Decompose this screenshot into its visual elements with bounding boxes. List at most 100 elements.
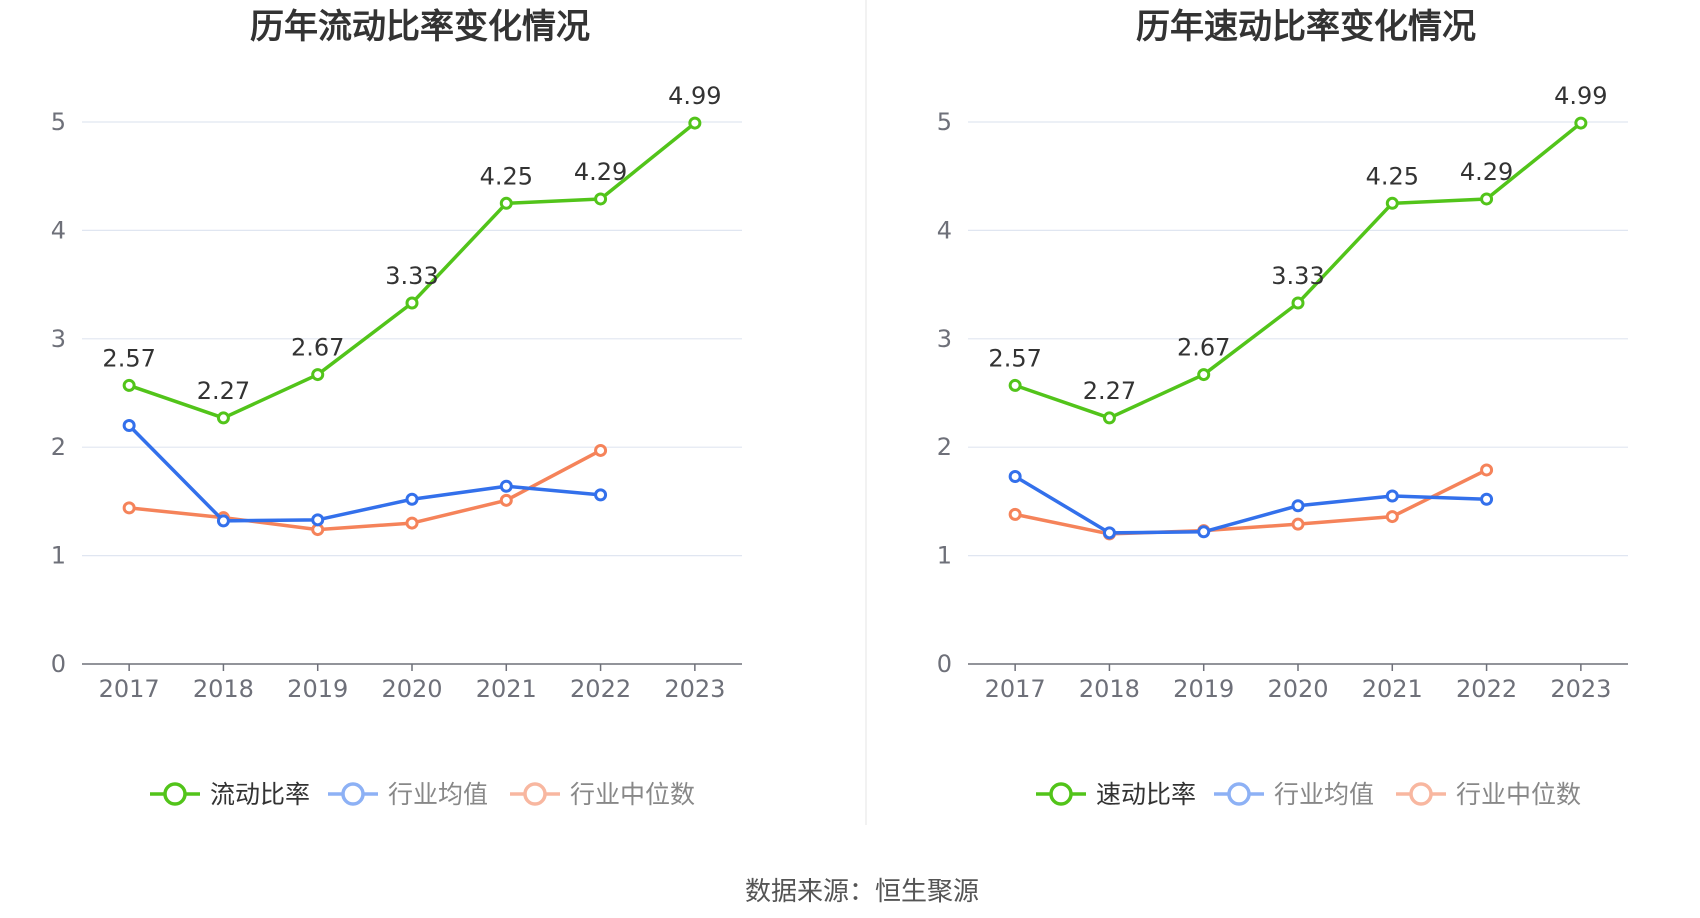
data-point-industry-median[interactable] xyxy=(405,516,419,530)
x-tick-label: 2021 xyxy=(476,675,537,703)
data-label: 4.25 xyxy=(480,162,533,190)
x-tick-label: 2017 xyxy=(99,675,160,703)
y-tick-label: 2 xyxy=(937,433,952,461)
legend-marker xyxy=(1227,782,1251,806)
data-point-industry-avg[interactable] xyxy=(1291,499,1305,513)
x-tick-label: 2023 xyxy=(1550,675,1611,703)
current-ratio-chart: 历年流动比率变化情况 0 1 2 3 4 5 2017 2018 2019 2020 2021 2022… xyxy=(51,7,742,809)
legend-label: 行业中位数 xyxy=(1456,780,1581,809)
data-point-industry-median[interactable] xyxy=(1385,510,1399,524)
legend-item-industry-avg[interactable]: 行业均值 xyxy=(328,780,488,809)
legend-marker xyxy=(163,782,187,806)
y-tick-label: 3 xyxy=(51,325,66,353)
x-tick-label: 2020 xyxy=(381,675,442,703)
data-point-industry-median[interactable] xyxy=(499,493,513,507)
y-tick-label: 0 xyxy=(51,650,66,678)
x-tick-label: 2019 xyxy=(1173,675,1234,703)
y-tick-label: 4 xyxy=(51,216,66,244)
data-point-industry-avg[interactable] xyxy=(1385,489,1399,503)
y-tick-label: 1 xyxy=(51,542,66,570)
data-label: 4.99 xyxy=(668,82,721,110)
legend-label: 速动比率 xyxy=(1096,780,1196,809)
data-point-main[interactable] xyxy=(1291,296,1305,310)
legend-item-industry-median[interactable]: 行业中位数 xyxy=(510,780,695,809)
data-point-main[interactable] xyxy=(1102,411,1116,425)
data-source-label: 数据来源：恒生聚源 xyxy=(745,877,979,907)
y-tick-label: 3 xyxy=(937,325,952,353)
legend-label: 行业均值 xyxy=(388,780,488,809)
data-label: 2.67 xyxy=(291,334,344,362)
data-label: 2.57 xyxy=(102,344,155,372)
data-label: 2.27 xyxy=(197,377,250,405)
data-label: 2.27 xyxy=(1083,377,1136,405)
legend-item-main[interactable]: 流动比率 xyxy=(150,780,310,809)
legend-marker xyxy=(1049,782,1073,806)
data-point-industry-avg[interactable] xyxy=(594,488,608,502)
y-tick-label: 5 xyxy=(51,108,66,136)
data-point-main[interactable] xyxy=(405,296,419,310)
series-line-industry-median xyxy=(128,448,602,532)
x-tick-label: 2023 xyxy=(664,675,725,703)
series-line-industry-median xyxy=(1014,468,1488,536)
data-point-industry-avg[interactable] xyxy=(1480,492,1494,506)
x-tick-label: 2018 xyxy=(193,675,254,703)
series-line-industry-avg xyxy=(127,424,601,523)
legend-item-industry-avg[interactable]: 行业均值 xyxy=(1214,780,1374,809)
data-label: 3.33 xyxy=(385,262,438,290)
data-point-main[interactable] xyxy=(1574,116,1588,130)
data-label: 3.33 xyxy=(1271,262,1324,290)
chart-title: 历年流动比率变化情况 xyxy=(250,7,590,47)
y-tick-label: 5 xyxy=(937,108,952,136)
x-tick-label: 2018 xyxy=(1079,675,1140,703)
data-point-industry-avg[interactable] xyxy=(405,492,419,506)
data-point-main[interactable] xyxy=(311,368,325,382)
data-point-main[interactable] xyxy=(499,196,513,210)
data-label: 4.29 xyxy=(1460,158,1513,186)
data-point-main[interactable] xyxy=(594,192,608,206)
data-point-industry-avg[interactable] xyxy=(499,479,513,493)
data-label: 2.67 xyxy=(1177,334,1230,362)
y-tick-label: 4 xyxy=(937,216,952,244)
data-label: 4.99 xyxy=(1554,82,1607,110)
x-tick-label: 2022 xyxy=(1456,675,1517,703)
data-point-industry-avg[interactable] xyxy=(1197,525,1211,539)
chart-title: 历年速动比率变化情况 xyxy=(1136,7,1476,47)
legend-marker xyxy=(1409,782,1433,806)
x-tick-label: 2017 xyxy=(985,675,1046,703)
data-point-industry-avg[interactable] xyxy=(311,513,325,527)
data-point-industry-avg[interactable] xyxy=(1102,526,1116,540)
data-point-industry-median[interactable] xyxy=(1008,507,1022,521)
data-point-industry-median[interactable] xyxy=(1291,517,1305,531)
data-point-industry-median[interactable] xyxy=(594,443,608,457)
data-point-main[interactable] xyxy=(688,116,702,130)
legend-marker xyxy=(341,782,365,806)
x-tick-label: 2021 xyxy=(1362,675,1423,703)
data-point-industry-avg[interactable] xyxy=(122,419,136,433)
y-tick-label: 1 xyxy=(937,542,952,570)
data-point-industry-median[interactable] xyxy=(1480,463,1494,477)
y-tick-label: 2 xyxy=(51,433,66,461)
legend-item-main[interactable]: 速动比率 xyxy=(1036,780,1196,809)
legend-item-industry-median[interactable]: 行业中位数 xyxy=(1396,780,1581,809)
legend-label: 行业均值 xyxy=(1274,780,1374,809)
x-tick-label: 2020 xyxy=(1267,675,1328,703)
data-label: 4.29 xyxy=(574,158,627,186)
data-label: 2.57 xyxy=(988,344,1041,372)
data-point-industry-median[interactable] xyxy=(122,501,136,515)
data-label: 4.25 xyxy=(1366,162,1419,190)
data-point-main[interactable] xyxy=(1385,196,1399,210)
y-tick-label: 0 xyxy=(937,650,952,678)
data-point-main[interactable] xyxy=(216,411,230,425)
data-point-industry-avg[interactable] xyxy=(1008,469,1022,483)
x-tick-label: 2019 xyxy=(287,675,348,703)
legend-label: 流动比率 xyxy=(210,780,310,809)
data-point-main[interactable] xyxy=(1008,378,1022,392)
data-point-main[interactable] xyxy=(1197,368,1211,382)
data-point-main[interactable] xyxy=(122,378,136,392)
legend-label: 行业中位数 xyxy=(570,780,695,809)
legend-marker xyxy=(523,782,547,806)
quick-ratio-chart: 历年速动比率变化情况 0 1 2 3 4 5 2017 2018 2019 2020 2021 2022… xyxy=(937,7,1628,809)
data-point-main[interactable] xyxy=(1480,192,1494,206)
data-point-industry-avg[interactable] xyxy=(216,514,230,528)
